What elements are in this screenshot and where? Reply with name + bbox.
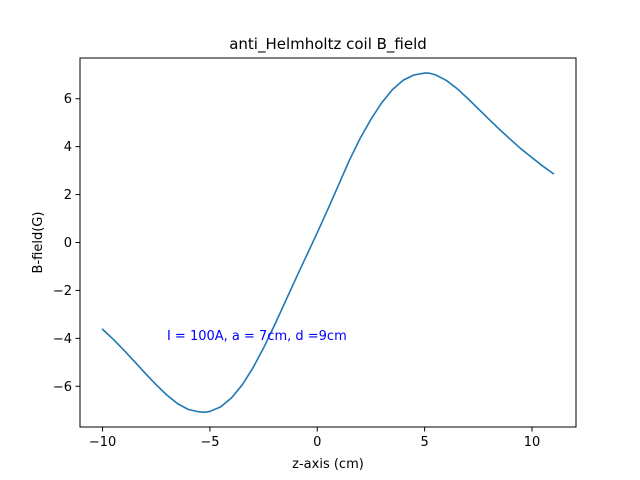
y-tick-label: −4 [53,332,72,347]
chart-title: anti_Helmholtz coil B_field [229,35,427,54]
x-tick-label: −5 [200,435,219,450]
y-tick-label: −6 [53,380,72,395]
x-tick-label: 0 [313,435,321,450]
y-tick-label: 6 [64,92,72,107]
y-axis-ticks: −6 −4 −2 0 2 4 6 [53,92,80,395]
y-axis-label: B-field(G) [31,212,46,274]
plot-area [101,72,555,413]
x-axis-label: z-axis (cm) [292,457,364,472]
y-tick-label: −2 [53,284,72,299]
y-tick-label: 0 [64,236,72,251]
y-tick-label: 2 [64,188,72,203]
y-tick-label: 4 [64,140,72,155]
x-tick-label: 5 [420,435,428,450]
x-tick-label: −10 [89,435,116,450]
plot-frame [79,57,577,428]
chart-annotation: I = 100A, a = 7cm, d =9cm [167,329,347,344]
x-axis-ticks: −10 −5 0 5 10 [89,427,540,450]
x-tick-label: 10 [524,435,541,450]
series-line-0 [101,72,555,413]
